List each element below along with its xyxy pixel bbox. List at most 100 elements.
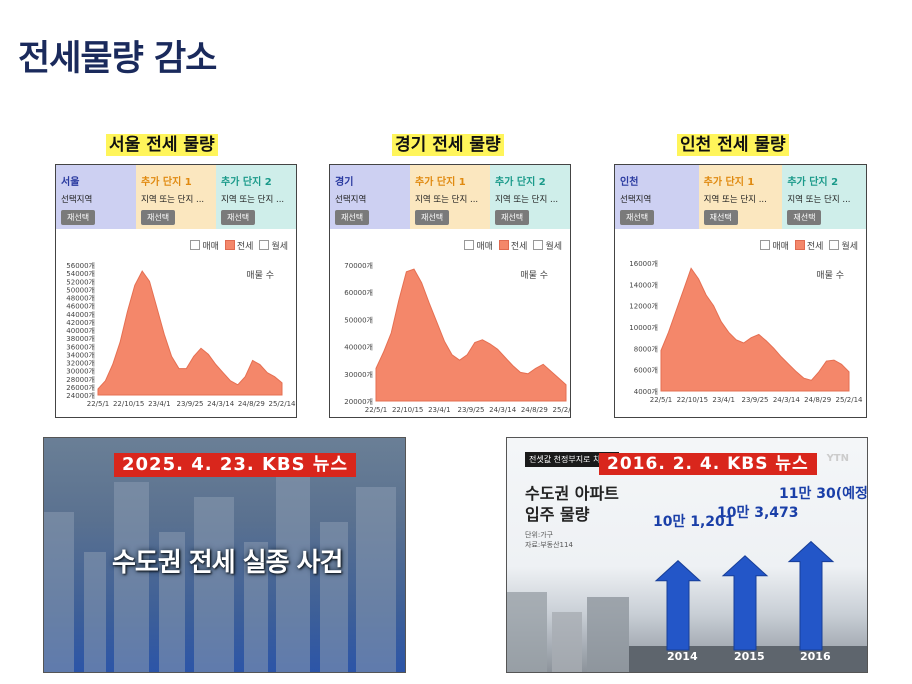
year-label: 2016 xyxy=(800,650,831,663)
x-tick-label: 22/5/1 xyxy=(365,406,388,414)
x-tick-label: 25/2/14 xyxy=(269,400,297,408)
y-tick-label: 50000개 xyxy=(344,315,373,324)
building-shape xyxy=(159,532,185,672)
y-tick-label: 48000개 xyxy=(66,294,95,303)
y-tick-label: 56000개 xyxy=(66,261,95,270)
page-title: 전세물량 감소 xyxy=(18,39,217,79)
x-tick-label: 23/4/1 xyxy=(712,396,735,404)
legend-sale[interactable]: 매매 xyxy=(760,239,789,252)
reselect-button[interactable]: 재선택 xyxy=(141,210,176,225)
chart-legend: 매매 전세 월세 xyxy=(190,239,288,252)
y-tick-label: 52000개 xyxy=(66,277,95,286)
y-tick-label: 10000개 xyxy=(629,323,658,332)
legend-monthly[interactable]: 월세 xyxy=(259,239,288,252)
building-shape xyxy=(356,487,396,672)
y-tick-label: 50000개 xyxy=(66,285,95,294)
y-tick-label: 40000개 xyxy=(66,326,95,335)
news-headline: 수도권 전세 실종 사건 xyxy=(112,548,343,578)
jeonse-area-series xyxy=(375,268,567,402)
x-tick-label: 22/10/15 xyxy=(113,400,144,408)
y-tick-label: 16000개 xyxy=(629,259,658,268)
y-tick-label: 14000개 xyxy=(629,280,658,289)
x-tick-label: 24/8/29 xyxy=(804,396,831,404)
building-shape xyxy=(507,592,547,672)
news-date-banner: 2016. 2. 4. KBS 뉴스 xyxy=(599,453,817,475)
building-shape xyxy=(587,597,629,672)
legend-label: 매매 xyxy=(202,242,219,252)
chart-caption-seoul: 서울 전세 물량 xyxy=(106,134,218,156)
region-selector[interactable]: 서울 선택지역 재선택 xyxy=(56,165,136,229)
reselect-button[interactable]: 재선택 xyxy=(221,210,256,225)
y-tick-label: 30000개 xyxy=(66,367,95,376)
y-tick-label: 46000개 xyxy=(66,302,95,311)
add-complex-2[interactable]: 추가 단지 2 지역 또는 단지 ... 재선택 xyxy=(782,165,866,229)
y-tick-label: 8000개 xyxy=(634,344,658,353)
legend-sale[interactable]: 매매 xyxy=(190,239,219,252)
region-selector[interactable]: 인천 선택지역 재선택 xyxy=(615,165,699,229)
area-chart-gyeonggi: 20000개 30000개 40000개 50000개 60000개 70000개 22/5… xyxy=(344,261,570,414)
chart-panel-incheon: 인천 선택지역 재선택 추가 단지 1 지역 또는 단지 ... 재선택 추가 … xyxy=(614,164,867,418)
building-shape xyxy=(244,542,268,672)
reselect-button[interactable]: 재선택 xyxy=(61,210,96,225)
unit-line: 단위:가구 xyxy=(525,531,554,539)
source-line: 자료:부동산114 xyxy=(525,541,573,549)
reselect-button[interactable]: 재선택 xyxy=(703,210,738,225)
y-tick-label: 54000개 xyxy=(66,269,95,278)
chart-header: 경기 선택지역 재선택 추가 단지 1 지역 또는 단지 ... 재선택 추가 … xyxy=(330,165,570,229)
legend-label: 매매 xyxy=(476,242,493,252)
legend-label: 전세 xyxy=(236,242,254,252)
add-complex-2[interactable]: 추가 단지 2 지역 또는 단지 ... 재선택 xyxy=(216,165,296,229)
chart-legend: 매매 전세 월세 xyxy=(760,239,858,252)
region-selector[interactable]: 경기 선택지역 재선택 xyxy=(330,165,410,229)
building-shape xyxy=(44,512,74,672)
legend-monthly[interactable]: 월세 xyxy=(829,239,858,252)
checkbox-icon xyxy=(190,240,201,250)
x-tick-label: 22/5/1 xyxy=(650,396,673,404)
area-chart-seoul: 24000개26000개28000개30000개32000개34000개3600… xyxy=(66,261,297,408)
x-tick-label: 23/9/25 xyxy=(177,400,204,408)
reselect-button[interactable]: 재선택 xyxy=(495,210,530,225)
news-screenshot-2025: 2025. 4. 23. KBS 뉴스 수도권 전세 실종 사건 xyxy=(43,437,406,673)
y-tick-label: 34000개 xyxy=(66,350,95,359)
infographic-heading: 수도권 아파트 입주 물량 xyxy=(525,483,619,525)
legend-label: 전세 xyxy=(806,242,824,252)
infographic-source: 단위:가구 자료:부동산114 xyxy=(525,530,573,550)
checkbox-icon xyxy=(259,240,270,250)
y-tick-label: 38000개 xyxy=(66,334,95,343)
legend-jeonse[interactable]: 전세 xyxy=(794,239,824,252)
unit-label: 매물 수 xyxy=(246,271,274,281)
y-tick-label: 36000개 xyxy=(66,342,95,351)
up-arrow-icon xyxy=(721,555,769,651)
add-complex-label: 추가 단지 1 xyxy=(141,177,192,188)
chart-panel-seoul: 서울 선택지역 재선택 추가 단지 1 지역 또는 단지 ... 재선택 추가 … xyxy=(55,164,297,418)
legend-monthly[interactable]: 월세 xyxy=(533,239,562,252)
year-label: 2015 xyxy=(734,650,765,663)
add-complex-label: 추가 단지 1 xyxy=(415,177,466,188)
add-complex-1[interactable]: 추가 단지 1 지역 또는 단지 ... 재선택 xyxy=(410,165,490,229)
legend-sale[interactable]: 매매 xyxy=(464,239,493,252)
reselect-button[interactable]: 재선택 xyxy=(787,210,822,225)
legend-jeonse[interactable]: 전세 xyxy=(224,239,254,252)
heading-line: 입주 물량 xyxy=(525,505,590,524)
chart-header: 서울 선택지역 재선택 추가 단지 1 지역 또는 단지 ... 재선택 추가 … xyxy=(56,165,296,229)
reselect-button[interactable]: 재선택 xyxy=(620,210,655,225)
legend-jeonse[interactable]: 전세 xyxy=(498,239,527,252)
add-complex-2[interactable]: 추가 단지 2 지역 또는 단지 ... 재선택 xyxy=(490,165,570,229)
add-complex-label: 추가 단지 2 xyxy=(221,177,272,188)
x-tick-label: 23/4/1 xyxy=(428,406,451,414)
x-tick-label: 24/3/14 xyxy=(773,396,801,404)
chart-caption-incheon: 인천 전세 물량 xyxy=(677,134,789,156)
supply-arrow-chart xyxy=(654,540,835,651)
x-tick-label: 25/2/14 xyxy=(836,396,864,404)
y-tick-label: 44000개 xyxy=(66,310,95,319)
y-tick-label: 28000개 xyxy=(66,375,95,384)
reselect-button[interactable]: 재선택 xyxy=(415,210,450,225)
news-top-strip: 전셋값 천정부지로 치솟아 xyxy=(525,452,620,467)
jeonse-area-series xyxy=(97,270,283,396)
add-complex-1[interactable]: 추가 단지 1 지역 또는 단지 ... 재선택 xyxy=(136,165,216,229)
checkbox-checked-icon xyxy=(224,240,235,250)
add-complex-1[interactable]: 추가 단지 1 지역 또는 단지 ... 재선택 xyxy=(698,165,783,229)
legend-label: 월세 xyxy=(545,242,562,252)
news-screenshot-2016: 전셋값 천정부지로 치솟아 2016. 2. 4. KBS 뉴스 YTN 수도권… xyxy=(506,437,868,673)
reselect-button[interactable]: 재선택 xyxy=(335,210,370,225)
